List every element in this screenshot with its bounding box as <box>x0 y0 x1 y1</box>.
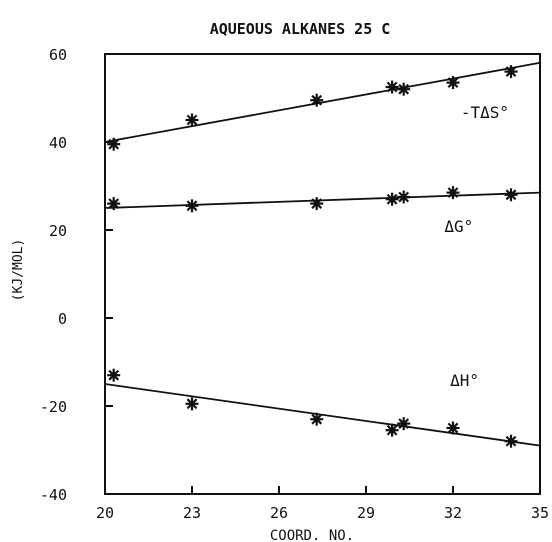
y-tick-label: 0 <box>58 310 67 328</box>
fit-lines <box>104 61 541 447</box>
y-tick-label: 40 <box>49 134 67 152</box>
y-axis-label: (KJ/MOL) <box>11 239 26 302</box>
data-point <box>397 417 411 431</box>
series-label: -TΔS° <box>461 103 509 122</box>
x-tick-label: 20 <box>96 504 114 522</box>
data-point <box>107 137 121 151</box>
data-point <box>185 113 199 127</box>
y-tick-label: -20 <box>40 398 67 416</box>
data-point <box>446 421 460 435</box>
data-point <box>504 188 518 202</box>
data-point <box>107 197 121 211</box>
x-tick-label: 23 <box>183 504 201 522</box>
x-axis-label: COORD. NO. <box>270 528 354 542</box>
data-point <box>385 80 399 94</box>
plot-frame <box>104 53 541 495</box>
y-tick-label: 20 <box>49 222 67 240</box>
chart-title: AQUEOUS ALKANES 25 C <box>210 20 391 38</box>
data-point <box>385 192 399 206</box>
data-point <box>185 397 199 411</box>
data-point <box>446 186 460 200</box>
fit-line <box>104 61 541 143</box>
data-point <box>185 199 199 213</box>
x-tick-label: 32 <box>444 504 462 522</box>
x-tick-label: 29 <box>357 504 375 522</box>
x-tick-label: 35 <box>531 504 549 522</box>
fit-line <box>104 383 541 447</box>
data-point <box>504 434 518 448</box>
data-points <box>107 65 518 448</box>
data-point <box>310 93 324 107</box>
data-point <box>504 65 518 79</box>
data-point <box>385 423 399 437</box>
data-point <box>397 190 411 204</box>
y-axis: -40 -20 0 20 40 60 <box>40 46 113 504</box>
series-label: ΔH° <box>450 371 479 390</box>
data-point <box>107 368 121 382</box>
data-point <box>446 76 460 90</box>
fit-line <box>104 191 541 209</box>
data-point <box>397 82 411 96</box>
y-tick-label: -40 <box>40 486 67 504</box>
x-tick-label: 26 <box>270 504 288 522</box>
y-tick-label: 60 <box>49 46 67 64</box>
x-axis: 20 23 26 29 32 35 <box>96 486 549 522</box>
data-point <box>310 197 324 211</box>
data-point <box>310 412 324 426</box>
series-labels: -TΔS° ΔG° ΔH° <box>444 103 509 390</box>
series-label: ΔG° <box>444 217 473 236</box>
